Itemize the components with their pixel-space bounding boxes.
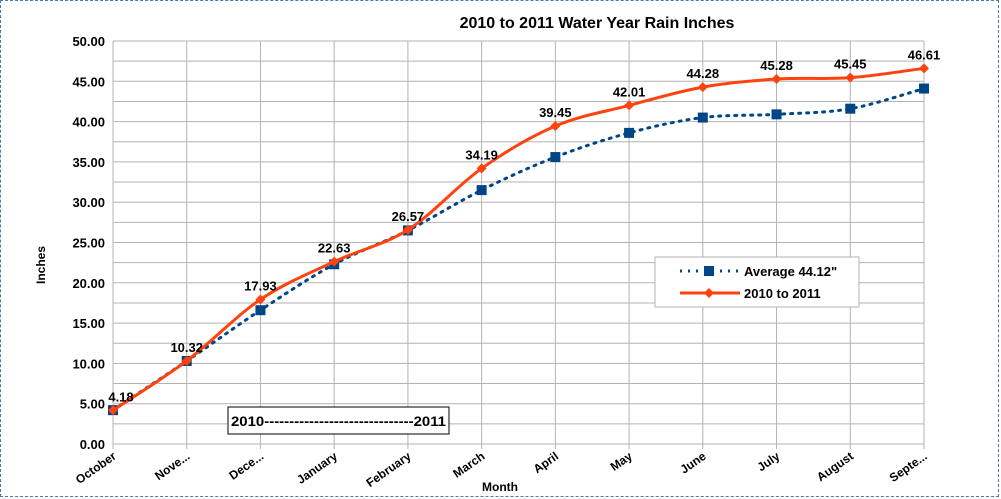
average-point: [550, 152, 561, 163]
2010-2011-point: [255, 294, 266, 305]
y-tick-label: 25.00: [72, 236, 105, 251]
data-label: 26.57: [392, 209, 425, 224]
y-tick-label: 20.00: [72, 276, 105, 291]
data-label: 10.32: [170, 340, 203, 355]
y-tick-label: 15.00: [72, 316, 105, 331]
y-tick-label: 30.00: [72, 195, 105, 210]
legend-average-marker: [704, 266, 714, 276]
y-tick-label: 5.00: [80, 397, 105, 412]
x-tick-label: June: [678, 449, 709, 477]
average-point: [624, 127, 635, 138]
2010-2011-point: [550, 121, 561, 132]
data-label: 42.01: [613, 84, 646, 99]
2010-2011-point: [771, 74, 782, 85]
y-axis-label: Inches: [34, 246, 48, 284]
x-tick-label: Nove...: [152, 449, 192, 483]
x-tick-label: March: [450, 449, 487, 481]
x-tick-label: July: [755, 449, 783, 474]
x-tick-label: May: [608, 449, 635, 474]
x-tick-label: Septe...: [887, 449, 930, 485]
2010-2011-point: [697, 82, 708, 93]
legend-average-label: Average 44.12": [744, 264, 837, 279]
2010-2011-point: [402, 224, 413, 235]
2010-2011-point: [329, 256, 340, 267]
y-tick-label: 35.00: [72, 155, 105, 170]
annotation-box: 2010------------------------------2011: [227, 406, 450, 435]
legend-2010-marker: [704, 288, 714, 298]
x-tick-label: August: [814, 449, 856, 484]
legend: Average 44.12" 2010 to 2011: [654, 256, 860, 308]
x-tick-label: February: [364, 449, 414, 490]
x-tick-label: January: [294, 449, 340, 487]
2010-2011-point: [624, 100, 635, 111]
data-label: 45.28: [760, 58, 793, 73]
y-tick-label: 45.00: [72, 74, 105, 89]
2010-2011-point: [181, 355, 192, 366]
2010-2011-point: [919, 63, 929, 74]
data-label: 17.93: [244, 278, 277, 293]
average-point: [845, 103, 856, 114]
y-tick-label: 50.00: [72, 34, 105, 49]
legend-2010-label: 2010 to 2011: [744, 286, 821, 301]
x-axis-label: Month: [482, 480, 518, 494]
average-point: [697, 112, 708, 123]
y-tick-label: 0.00: [80, 437, 105, 452]
data-label: 22.63: [318, 241, 351, 256]
average-point: [476, 185, 487, 196]
data-label: 45.45: [834, 57, 867, 72]
data-label: 44.28: [687, 66, 720, 81]
annotation-text: 2010------------------------------2011: [231, 413, 446, 429]
average-point: [771, 109, 782, 120]
2010-2011-point: [476, 163, 487, 174]
average-point: [255, 305, 266, 316]
2010-2011-series-line: [112, 66, 925, 412]
data-label: 39.45: [539, 105, 572, 120]
2010-2011-point: [108, 405, 118, 416]
y-tick-label: 40.00: [72, 115, 105, 130]
average-point: [919, 83, 929, 94]
average-series-line: [111, 87, 926, 412]
data-label: 46.61: [908, 47, 941, 62]
2010-2011-point: [845, 72, 856, 83]
x-tick-label: Dece...: [226, 449, 266, 483]
data-label: 4.18: [108, 389, 133, 404]
x-tick-label: April: [531, 449, 561, 476]
y-tick-label: 10.00: [72, 356, 105, 371]
x-tick-label: October: [73, 449, 119, 487]
chart-title: 2010 to 2011 Water Year Rain Inches: [460, 15, 735, 32]
data-label: 34.19: [465, 147, 498, 162]
